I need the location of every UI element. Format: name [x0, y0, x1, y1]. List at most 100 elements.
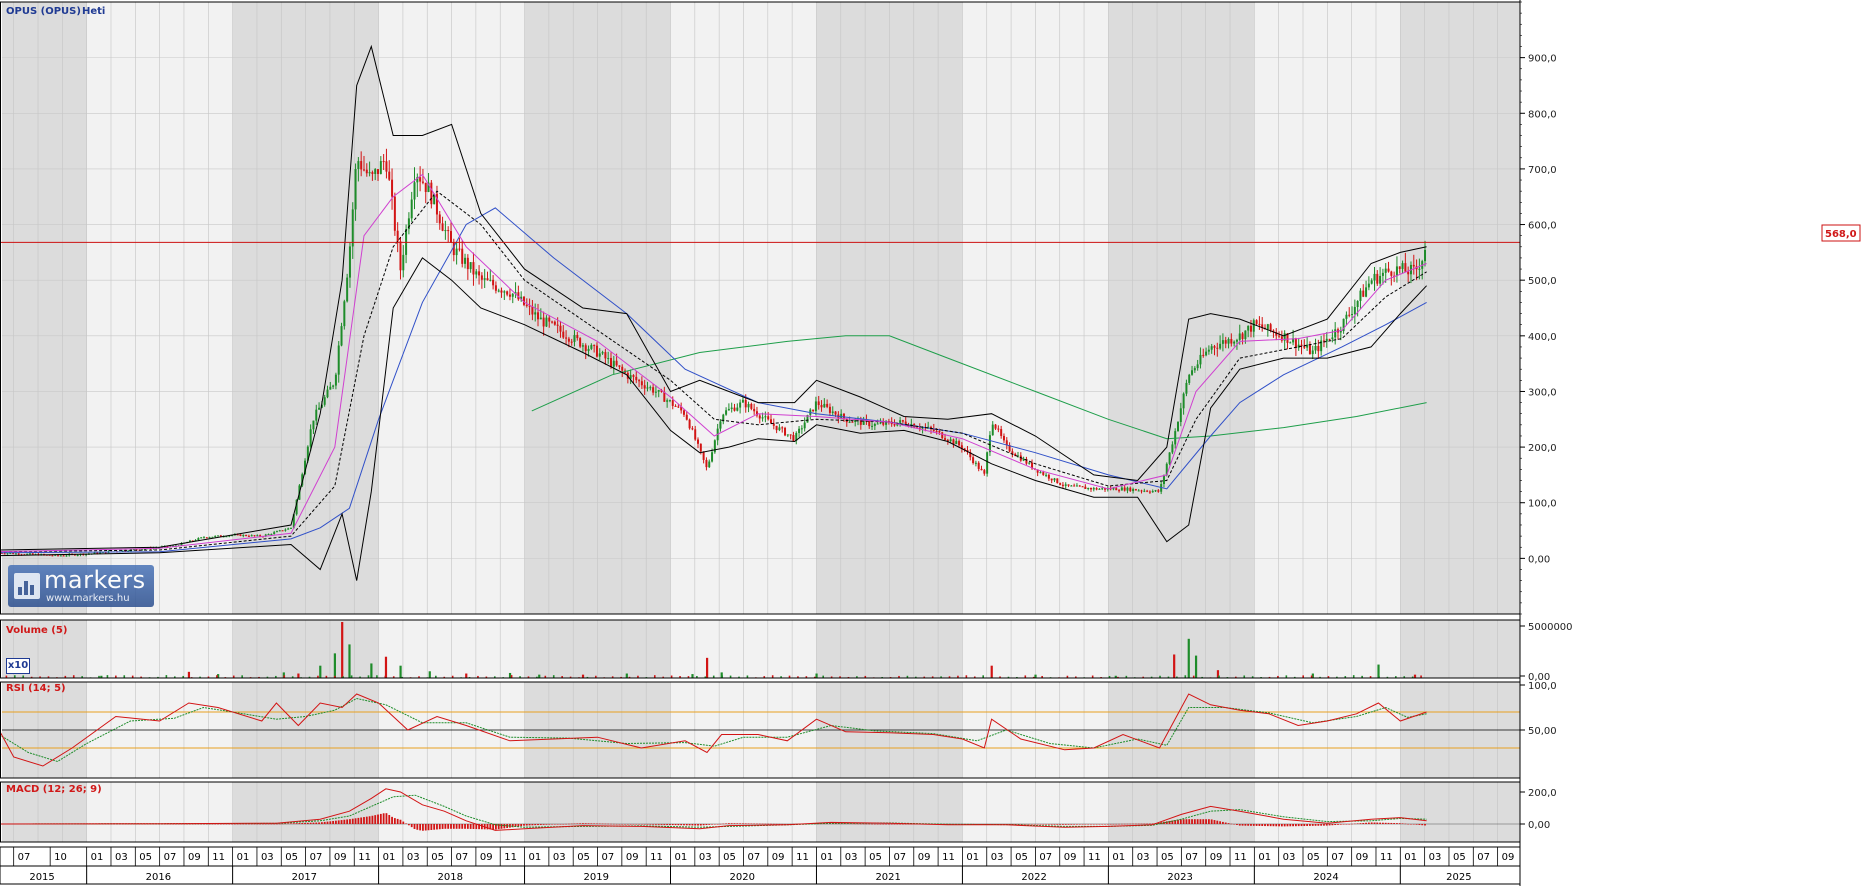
candle-down [559, 325, 562, 332]
candle-down [868, 420, 871, 427]
macd-histogram-bar [688, 824, 691, 826]
macd-histogram-bar [567, 823, 570, 825]
candle-up [629, 375, 632, 379]
candle-down [391, 179, 394, 197]
macd-histogram-bar [876, 823, 879, 825]
macd-histogram-bar [1353, 823, 1356, 825]
volume-bar [527, 676, 530, 678]
macd-histogram-bar [604, 823, 607, 825]
macd-histogram-bar [1081, 824, 1084, 825]
macd-histogram-bar [677, 824, 680, 826]
volume-bar [691, 674, 694, 678]
candle-down [595, 345, 598, 357]
macd-histogram-bar [1320, 824, 1323, 826]
volume-bar [1032, 676, 1035, 678]
volume-bar [1075, 676, 1077, 678]
macd-histogram-bar [1325, 824, 1328, 826]
candle-up [1331, 337, 1334, 340]
candle-down [604, 352, 607, 359]
macd-histogram-bar [551, 824, 553, 825]
volume-bar [384, 656, 388, 678]
candle-up [1424, 249, 1427, 262]
candle-down [562, 331, 565, 338]
volume-bar [561, 676, 563, 678]
macd-histogram-bar [1205, 819, 1207, 824]
volume-bar [266, 676, 269, 678]
candle-down [1146, 490, 1149, 492]
macd-histogram-bar [219, 823, 222, 825]
candle-up [1289, 342, 1292, 344]
month-label: 03 [1429, 852, 1442, 863]
month-label: 01 [91, 852, 104, 863]
macd-histogram-bar [904, 824, 907, 825]
candle-down [688, 419, 691, 429]
macd-histogram-bar [893, 824, 896, 825]
candle-up [503, 291, 506, 293]
volume-bar [5, 675, 8, 678]
candle-up [309, 429, 312, 447]
macd-histogram-bar [851, 823, 854, 825]
sma-very-long-line [531, 335, 1427, 440]
candle-up [949, 439, 952, 442]
year-label: 2020 [729, 872, 754, 883]
candle-down [946, 439, 949, 442]
macd-histogram-bar [306, 822, 309, 824]
macd-histogram-bar [214, 823, 217, 825]
macd-histogram-bar [349, 819, 351, 824]
year-label: 2016 [146, 872, 171, 883]
volume-bar [283, 675, 286, 678]
month-label: 01 [237, 852, 250, 863]
macd-histogram-bar [607, 823, 610, 825]
candle-up [413, 182, 416, 200]
macd-histogram-bar [368, 816, 371, 824]
macd-histogram-bar [1250, 824, 1252, 826]
volume-bar [552, 675, 555, 678]
volume-bar [1176, 676, 1178, 678]
volume-bar [1041, 675, 1043, 678]
macd-histogram-bar [492, 824, 495, 830]
candle-up [711, 452, 714, 462]
macd-histogram-bar [1289, 824, 1292, 827]
macd-histogram-bar [1056, 824, 1059, 825]
volume-bar [1352, 675, 1355, 678]
candle-down [755, 411, 758, 416]
macd-histogram-bar [357, 817, 360, 824]
candle-down [458, 248, 461, 250]
macd-histogram-bar [1252, 824, 1255, 826]
candle-up [814, 401, 817, 412]
macd-histogram-bar [236, 823, 239, 825]
volume-bar [780, 676, 782, 678]
volume-bar [813, 676, 816, 678]
volume-bar [948, 676, 951, 678]
macd-histogram-bar [1174, 820, 1177, 824]
candle-down [1300, 344, 1303, 347]
volume-bar [131, 675, 134, 678]
volume-bar [367, 675, 370, 678]
candle-up [862, 419, 865, 425]
macd-histogram-bar [146, 824, 149, 825]
candle-down [438, 214, 441, 224]
macd-histogram-bar [1028, 824, 1031, 825]
candle-down [775, 425, 778, 431]
candle-up [879, 422, 882, 424]
candle-down [1008, 445, 1011, 452]
volume-bar [510, 675, 513, 678]
macd-histogram-bar [1342, 824, 1345, 825]
volume-bar [519, 676, 521, 678]
macd-histogram-bar [441, 824, 444, 829]
macd-histogram-bar [354, 818, 357, 824]
macd-histogram-bar [172, 823, 175, 825]
month-label: 05 [1307, 852, 1320, 863]
macd-histogram-bar [1311, 824, 1314, 826]
macd-histogram-bar [1059, 824, 1062, 825]
volume-bar [1159, 675, 1161, 678]
month-label: 05 [1015, 852, 1028, 863]
macd-histogram-bar [365, 816, 368, 824]
macd-histogram-bar [1418, 824, 1421, 825]
candle-down [1067, 484, 1070, 486]
macd-histogram-bar [388, 815, 391, 824]
candle-up [1154, 490, 1157, 492]
candle-up [974, 462, 977, 464]
volume-multiplier-button[interactable]: x10 [6, 658, 30, 674]
candle-up [511, 293, 514, 297]
